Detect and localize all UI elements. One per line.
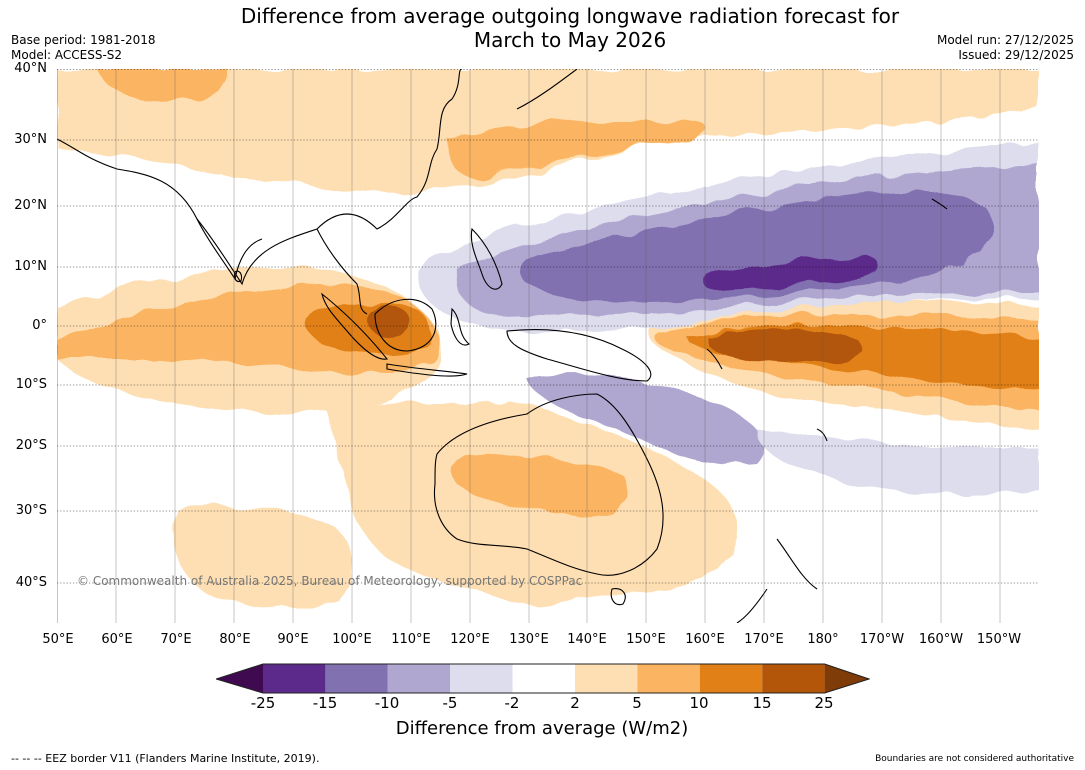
lat-label-30n: 30°N [14,132,47,147]
lon-label-90e: 90°E [277,632,309,647]
colorbar [214,663,871,699]
longitude-gridlines [57,69,1001,623]
lon-label-60e: 60°E [101,632,133,647]
colorbar-segment-3 [387,664,451,693]
colorbar-extend-high [824,664,869,693]
map-svg [57,69,1039,623]
lon-label-180: 180° [807,632,839,647]
lon-label-160e: 160°E [685,632,725,647]
lon-label-130e: 130°E [509,632,549,647]
colorbar-segment-8 [699,664,763,693]
anomaly-fill-central-pacific-core [702,257,880,291]
model-name: Model: ACCESS-S2 [11,48,123,62]
colorbar-segment-5 [512,664,575,693]
title-line-1: Difference from average outgoing longwav… [240,4,900,28]
coast-asia [57,69,463,286]
base-period: Base period: 1981-2018 [11,33,156,47]
colorbar-segment-9 [762,664,825,693]
lon-label-140e: 140°E [567,632,607,647]
lon-label-100e: 100°E [332,632,372,647]
anomaly-fill-east-asia-strong [447,119,708,178]
coast-tasmania [610,588,626,606]
lon-label-170e: 170°E [744,632,784,647]
colorbar-tick-10: 10 [689,694,709,712]
lat-label-30s: 30°S [15,503,47,518]
anomaly-fill-equatorial-pacific-core [707,329,860,363]
colorbar-tick-15: 15 [752,694,772,712]
coast-japan [516,69,578,110]
coast-new-guinea [506,329,652,382]
meta-right: Model run: 27/12/2025 Issued: 29/12/2025 [937,33,1074,63]
anomaly-fill-south-pacific-negative [757,429,1039,494]
anomaly-fill-south-indian [173,505,352,609]
anomaly-fill-borneo-core [365,305,412,339]
colorbar-tick-25: 25 [814,694,834,712]
title-line-2: March to May 2026 [473,28,667,52]
eez-border-note: -- -- -- EEZ border V11 (Flanders Marine… [11,752,320,765]
lon-label-110e: 110°E [391,632,431,647]
coast-java [386,363,468,377]
map-panel [57,69,1039,623]
lat-label-20n: 20°N [14,198,47,213]
copyright-notice: © Commonwealth of Australia 2025, Bureau… [77,574,583,588]
colorbar-svg [214,663,871,694]
colorbar-tick-neg25: -25 [250,694,276,712]
colorbar-outline [214,663,871,694]
anomaly-fill-himalaya [97,69,228,102]
coast-sri-lanka [233,270,243,283]
colorbar-tick-neg15: -15 [312,694,338,712]
coast-australia [433,393,664,576]
colorbar-label: Difference from average (W/m2) [395,718,689,739]
coast-sulawesi [450,307,470,346]
chart-title: Difference from average outgoing longwav… [0,4,1085,52]
lat-label-10s: 10°S [15,377,47,392]
lon-label-50e: 50°E [42,632,74,647]
colorbar-segment-6 [575,664,638,693]
boundary-disclaimer: Boundaries are not considered authoritat… [875,754,1074,764]
issued-date: Issued: 29/12/2025 [958,48,1074,62]
lon-label-170w: 170°W [859,632,905,647]
colorbar-tick-neg2: -2 [504,694,520,712]
lat-label-10n: 10°N [14,259,47,274]
colorbar-segment-2 [325,664,388,693]
colorbar-extend-low [216,664,263,693]
colorbar-segment-1 [263,664,326,693]
lon-label-150e: 150°E [626,632,666,647]
lat-label-equator: 0° [32,318,47,333]
model-run: Model run: 27/12/2025 [936,33,1074,47]
anomaly-fill-north-pacific-negative-strong [520,190,995,303]
colorbar-segment-4 [450,664,513,693]
coast-philippines [470,227,503,290]
coast-new-zealand [736,538,818,623]
lon-label-120e: 120°E [450,632,490,647]
colorbar-tick-5: 5 [632,694,642,712]
anomaly-fill-australia-strong [451,454,630,514]
coast-borneo [374,298,437,352]
meta-left: Base period: 1981-2018 Model: ACCESS-S2 [11,33,156,63]
lon-label-80e: 80°E [219,632,251,647]
latitude-gridlines [57,69,1039,584]
lat-label-20s: 20°S [15,438,47,453]
colorbar-tick-neg5: -5 [442,694,458,712]
lon-label-70e: 70°E [160,632,192,647]
lon-label-150w: 150°W [976,632,1022,647]
colorbar-tick-neg10: -10 [374,694,400,712]
lat-label-40n: 40°N [14,61,47,76]
colorbar-tick-2: 2 [570,694,580,712]
anomaly-shading [57,69,1039,609]
colorbar-segment-7 [637,664,700,693]
coast-indochina [316,228,368,315]
lat-label-40s: 40°S [15,575,47,590]
lon-label-160w: 160°W [918,632,964,647]
